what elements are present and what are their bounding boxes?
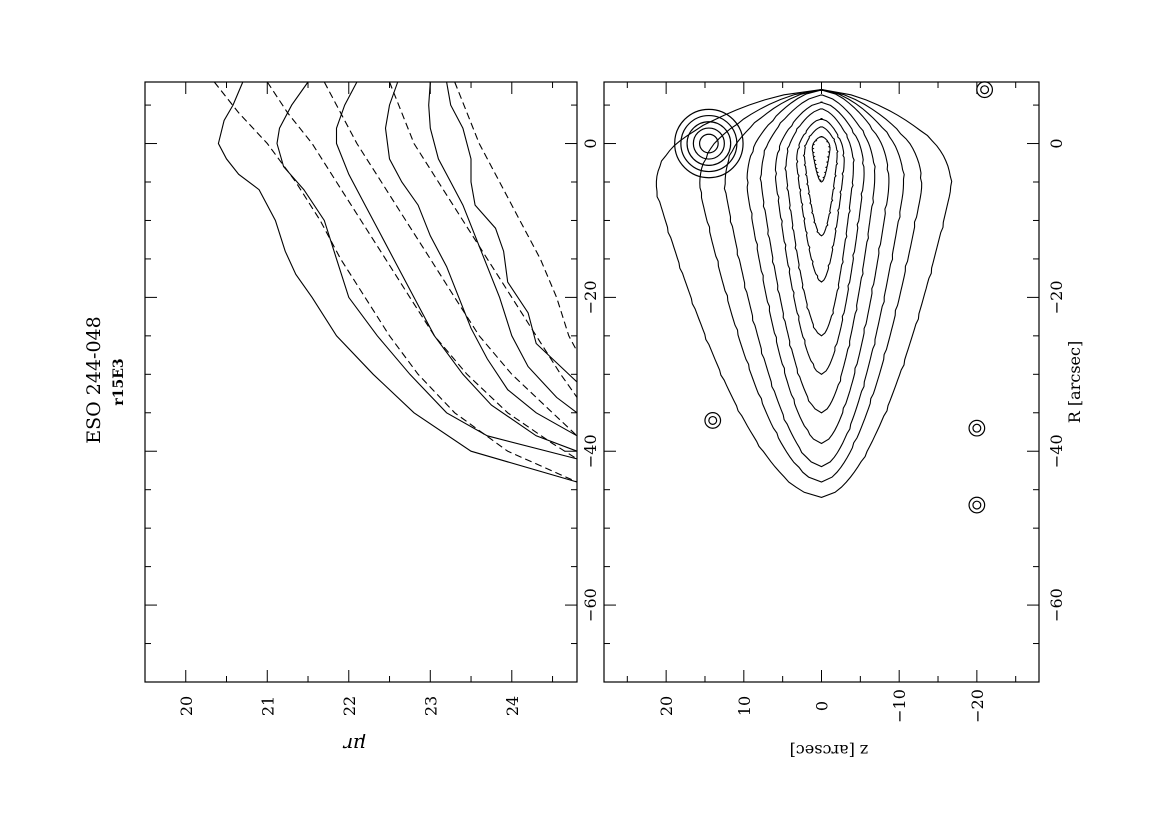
galaxy-isophote <box>746 89 890 445</box>
profile-y-tick-label: 20 <box>177 696 196 716</box>
contour-x-tick-label: −60 <box>1047 588 1066 622</box>
contour-y-tick-labels: −20 −10 0 10 20 <box>657 689 987 723</box>
profile-x-tick-label: 0 <box>581 138 600 148</box>
galaxy-isophote <box>723 89 905 468</box>
galaxy-isophote <box>796 118 845 283</box>
profile-panel: 20 21 22 23 24 −60−40−200 ESO 244-048 r15E3 … <box>83 81 600 757</box>
contour-y-tick-label: 20 <box>657 696 676 716</box>
galaxy-isophote <box>802 126 839 237</box>
profile-panel-title: ESO 244-048 <box>83 316 105 443</box>
contour-panel-frame <box>603 81 1040 683</box>
contour-lines <box>655 81 994 514</box>
contour-panel: −20 −10 0 10 20 −60 −40 −20 0 R [arcsec] z [arc… <box>603 81 1084 760</box>
galaxy-isophote <box>784 108 855 337</box>
star-contour <box>698 133 719 154</box>
contour-x-tick-labels: −60 −40 −20 0 <box>1047 138 1066 622</box>
observed-profile-line <box>335 81 578 452</box>
contour-y-tick-label: −10 <box>890 689 909 723</box>
star-contour <box>674 108 744 179</box>
observed-profile-line <box>276 81 578 460</box>
profile-panel-subtitle: r15E3 <box>111 358 127 405</box>
profile-y-axis-label: μr <box>342 733 366 757</box>
contour-y-tick-label: −20 <box>968 689 987 723</box>
profile-x-tick-label: −60 <box>581 588 600 622</box>
model-profile-line <box>323 81 578 437</box>
observed-profile-line <box>428 81 578 414</box>
profile-x-tick-label: −40 <box>581 434 600 468</box>
profile-panel-frame <box>144 81 578 683</box>
observed-profile-line <box>217 81 578 483</box>
profile-x-tick-label: −20 <box>581 281 600 315</box>
model-profile-line <box>388 81 578 398</box>
profile-y-tick-label: 23 <box>421 696 440 716</box>
observed-profile-line <box>446 81 578 383</box>
galaxy-isophote <box>655 89 953 498</box>
star-contour <box>972 423 982 433</box>
model-profile-line <box>266 81 578 460</box>
contour-axis-ticks <box>604 82 1039 683</box>
galaxy-isophote <box>759 94 876 414</box>
star-contour <box>708 415 718 425</box>
contour-y-tick-label: 0 <box>813 701 832 711</box>
profile-y-tick-label: 24 <box>503 696 522 716</box>
contour-y-tick-label: 10 <box>735 696 754 716</box>
model-profile-line <box>213 81 578 483</box>
profile-series <box>213 81 578 483</box>
profile-y-tick-label: 22 <box>340 696 359 716</box>
contour-x-tick-label: −20 <box>1047 281 1066 315</box>
profile-y-tick-label: 21 <box>258 696 277 716</box>
star-contour <box>692 127 725 160</box>
star-contour <box>968 496 986 514</box>
star-contour <box>680 114 738 173</box>
profile-y-tick-labels: 20 21 22 23 24 <box>177 696 522 716</box>
model-profile-line <box>454 81 578 352</box>
star-contour <box>686 121 732 166</box>
star-contour <box>980 85 990 95</box>
galaxy-isophote <box>699 89 923 483</box>
contour-x-tick-label: 0 <box>1047 138 1066 148</box>
star-contour <box>972 500 982 510</box>
contour-x-axis-label: R [arcsec] <box>1065 341 1084 423</box>
galaxy-isophote <box>774 101 865 375</box>
contour-y-axis-label: z [arcsec] <box>790 741 869 760</box>
observed-profile-line <box>384 81 578 437</box>
star-contour <box>968 419 986 437</box>
galaxy-isophote <box>811 136 831 183</box>
profile-x-tick-labels: −60 −40 −20 0 <box>581 138 600 622</box>
star-contour <box>704 412 722 429</box>
contour-x-tick-label: −40 <box>1047 434 1066 468</box>
star-contour <box>976 81 994 99</box>
profile-axis-ticks <box>145 82 577 683</box>
